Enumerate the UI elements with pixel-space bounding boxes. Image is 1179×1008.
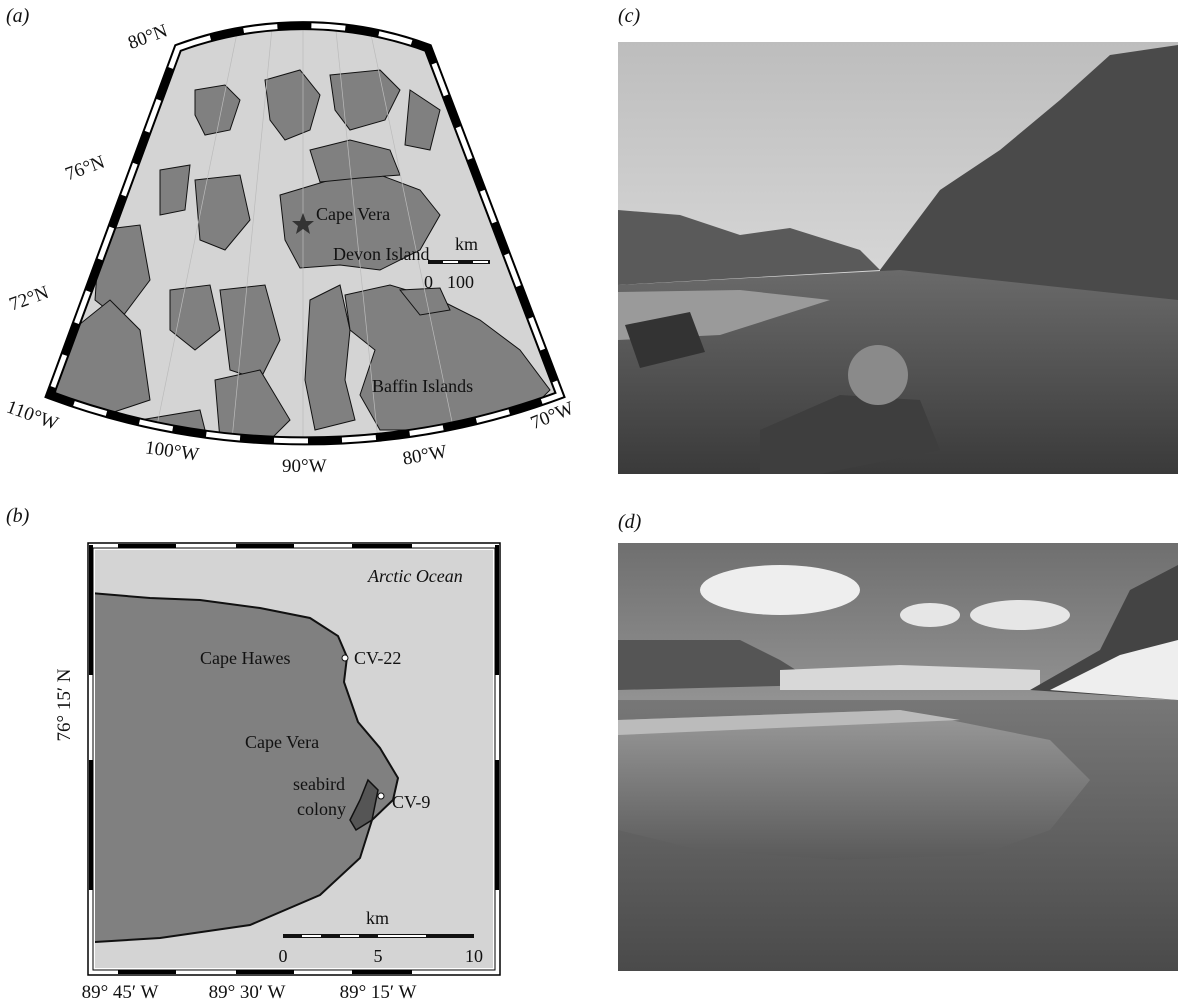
longitude-label: 100°W: [144, 437, 200, 465]
place-label: Cape Vera: [316, 204, 390, 224]
place-label: Baffin Islands: [372, 376, 473, 396]
scale-tick-label: 10: [465, 946, 483, 966]
panel-label: (d): [618, 511, 642, 533]
panel-b: (b) Arctic Ocean Cape Hawes CV-22 Cape V…: [6, 505, 500, 1003]
site-label: CV-9: [392, 792, 430, 812]
scale-bar: [340, 935, 359, 937]
scale-unit: km: [366, 908, 389, 928]
photo: [618, 42, 1178, 474]
panel-d: (d): [618, 511, 1178, 971]
panel-label: (b): [6, 505, 30, 527]
scale-bar: [302, 935, 321, 937]
scale-tick-label: 0: [279, 946, 288, 966]
latitude-label: 72°N: [7, 282, 52, 316]
latitude-label: 76°N: [62, 152, 107, 186]
figure: (a): [0, 0, 1179, 1003]
scale-unit: km: [455, 234, 478, 254]
ocean-label: Arctic Ocean: [367, 566, 463, 586]
place-label: seabird: [293, 774, 345, 794]
latitude-label: 76° 15′ N: [54, 668, 75, 741]
map-area: [90, 550, 493, 968]
site-label: CV-22: [354, 648, 401, 668]
place-label: Cape Vera: [245, 732, 319, 752]
place-label: Devon Island: [333, 244, 429, 264]
site-marker: [342, 655, 348, 661]
scale-bar: [473, 261, 488, 263]
longitude-label: 90°W: [282, 456, 327, 477]
page: { "panel_a": { "label": "(a)", "latitude…: [0, 0, 1179, 1003]
place-label: colony: [297, 799, 346, 819]
photo: [618, 543, 1178, 971]
longitude-label: 89° 30′ W: [209, 982, 286, 1003]
scale-tick-label: 0: [424, 272, 433, 292]
panel-label: (a): [6, 5, 30, 27]
latitude-label: 80°N: [125, 20, 170, 54]
longitude-label: 80°W: [401, 441, 449, 469]
scale-bar: [443, 261, 458, 263]
scale-bar: [378, 935, 426, 937]
longitude-label: 89° 45′ W: [82, 982, 159, 1003]
scale-tick-label: 100: [447, 272, 474, 292]
longitude-label: 89° 15′ W: [340, 982, 417, 1003]
longitude-label: 110°W: [4, 397, 61, 435]
panel-a: (a): [4, 0, 577, 477]
panel-label: (c): [618, 5, 641, 27]
site-marker: [378, 793, 384, 799]
place-label: Cape Hawes: [200, 648, 290, 668]
scale-tick-label: 5: [374, 946, 383, 966]
panel-c: (c): [618, 5, 1178, 474]
